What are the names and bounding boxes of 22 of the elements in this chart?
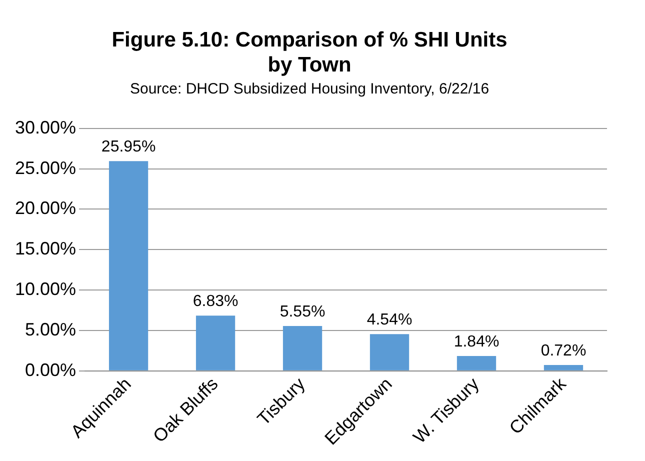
- y-tick-label: 25.00%: [14, 158, 76, 178]
- y-tick-label: 20.00%: [14, 198, 76, 218]
- y-tick-label: 15.00%: [14, 238, 76, 259]
- y-tick-label: 5.00%: [25, 319, 76, 340]
- bar: [196, 316, 236, 370]
- y-tick-label: 30.00%: [14, 117, 76, 138]
- data-label: 5.55%: [280, 303, 326, 320]
- data-label: 1.84%: [454, 333, 500, 350]
- data-label: 6.83%: [192, 293, 238, 310]
- data-label: 25.95%: [101, 138, 156, 156]
- text: Figure 5.10: Comparison of % SHI Units: [112, 28, 508, 52]
- y-tick-label: 0.00%: [25, 360, 76, 380]
- bar: [370, 334, 410, 370]
- data-label: 4.54%: [366, 312, 412, 329]
- bar: [108, 161, 148, 370]
- bar: [282, 326, 322, 370]
- data-label: 0.72%: [540, 342, 586, 360]
- bar: [456, 356, 496, 370]
- y-tick-label: 10.00%: [14, 279, 76, 300]
- chart-subtitle: Source: DHCD Subsidized Housing Inventory, 6/22/16: [130, 80, 490, 98]
- text: by Town: [268, 54, 352, 77]
- bar: [544, 365, 584, 370]
